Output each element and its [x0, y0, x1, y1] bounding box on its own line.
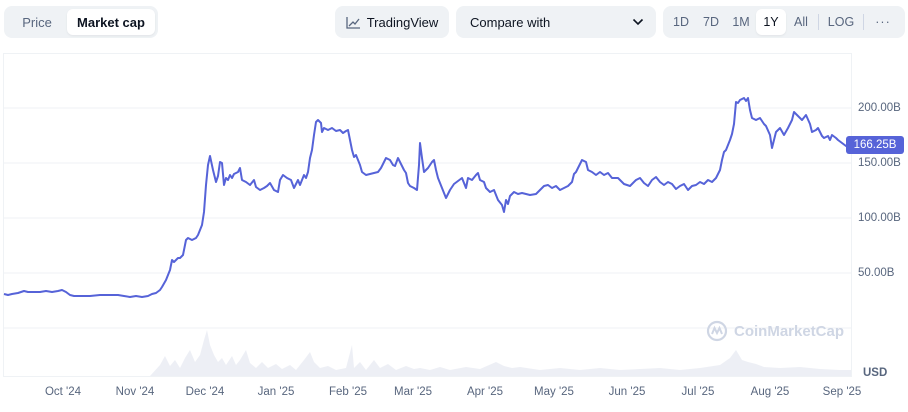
range-7d[interactable]: 7D	[703, 15, 719, 29]
y-tick-150b: 150.00B	[858, 157, 901, 169]
x-tick-dec-24: Dec '24	[185, 386, 225, 398]
range-1y[interactable]: 1Y	[756, 9, 786, 35]
x-tick-apr-25: Apr '25	[466, 386, 504, 398]
grid-lines	[4, 107, 852, 329]
coinmarketcap-watermark: CoinMarketCap	[706, 320, 844, 342]
x-tick-jul-25: Jul '25	[681, 386, 715, 398]
log-scale-toggle[interactable]: LOG	[827, 15, 855, 29]
divider	[818, 14, 819, 30]
time-range-switcher: 1D 7D 1M 1Y All LOG ···	[663, 6, 905, 38]
coinmarketcap-logo-icon	[706, 320, 728, 342]
chart-toolbar: Price Market cap TradingView Compare wit…	[0, 6, 908, 38]
market-cap-line	[3, 97, 851, 298]
chart-type-switcher: Price Market cap	[4, 6, 158, 38]
line-chart-icon	[346, 16, 360, 29]
y-tick-50b: 50.00B	[858, 267, 895, 279]
watermark-text: CoinMarketCap	[734, 322, 845, 340]
range-all[interactable]: All	[794, 15, 808, 29]
x-tick-aug-25: Aug '25	[750, 386, 790, 398]
chevron-down-icon	[632, 18, 644, 26]
more-options-button[interactable]: ···	[875, 15, 891, 29]
compare-with-dropdown[interactable]: Compare with	[456, 6, 656, 38]
divider	[863, 14, 864, 30]
x-tick-jan-25: Jan '25	[257, 386, 295, 398]
x-tick-nov-24: Nov '24	[115, 386, 155, 398]
x-tick-jun-25: Jun '25	[608, 386, 646, 398]
x-tick-mar-25: Mar '25	[394, 386, 432, 398]
tradingview-button[interactable]: TradingView	[335, 6, 449, 38]
tab-price[interactable]: Price	[22, 14, 52, 30]
x-tick-feb-25: Feb '25	[329, 386, 367, 398]
x-tick-sep-25: Sep '25	[822, 386, 862, 398]
compare-label: Compare with	[470, 14, 551, 30]
y-tick-200b: 200.00B	[858, 102, 901, 114]
y-tick-100b: 100.00B	[858, 212, 901, 224]
currency-label: USD	[863, 367, 888, 379]
plot-frame	[3, 53, 852, 377]
x-tick-may-25: May '25	[534, 386, 574, 398]
range-1m[interactable]: 1M	[732, 15, 750, 29]
x-tick-oct-24: Oct '24	[44, 386, 82, 398]
tradingview-label: TradingView	[366, 14, 439, 30]
current-value-tag: 166.25B	[846, 136, 904, 154]
tab-market-cap[interactable]: Market cap	[67, 9, 155, 35]
volume-area	[4, 330, 851, 376]
range-1d[interactable]: 1D	[673, 15, 689, 29]
